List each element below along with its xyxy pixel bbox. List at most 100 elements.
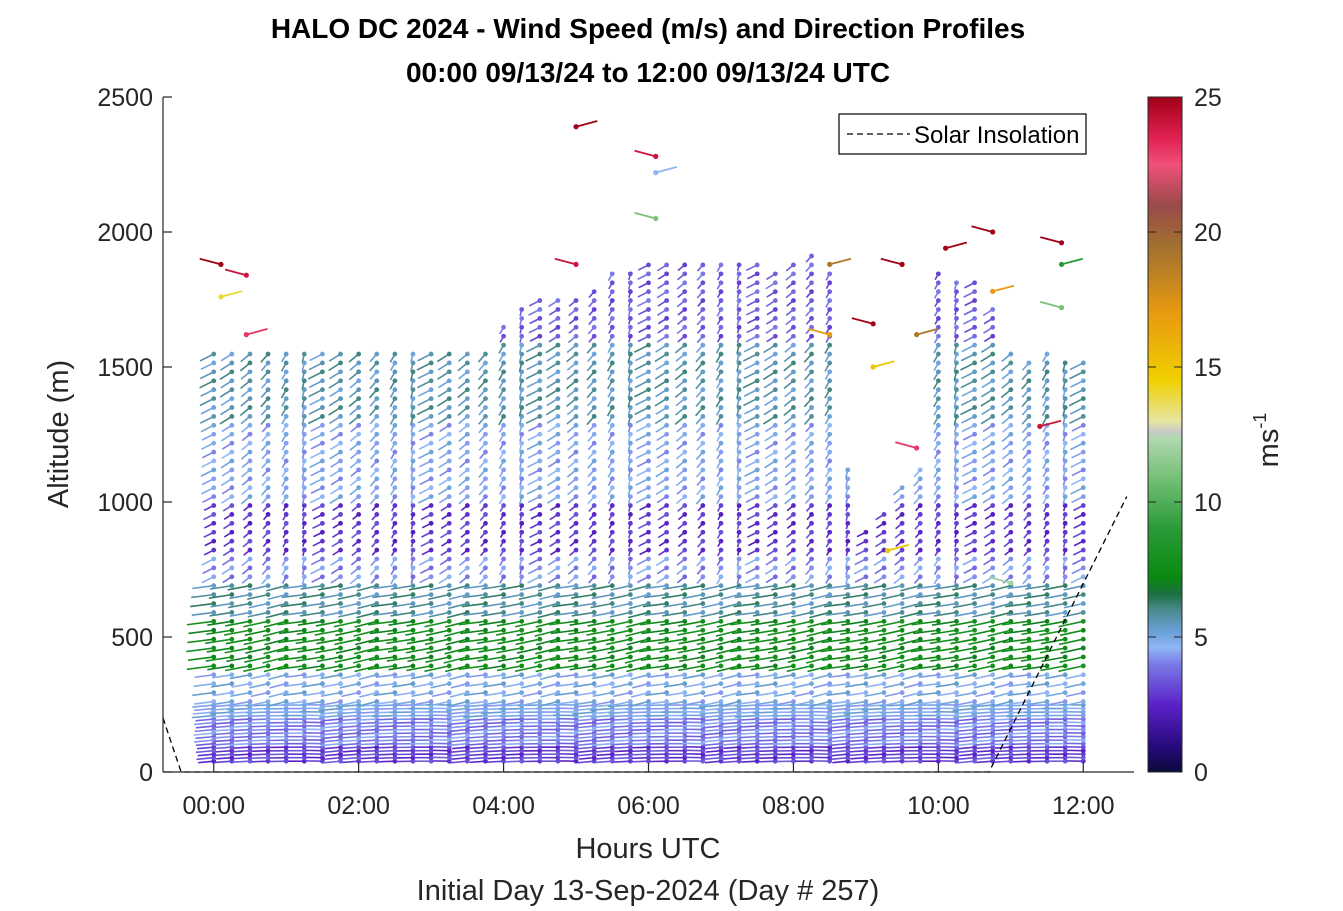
- wind-barb-point: [935, 405, 941, 410]
- wind-barb: [444, 629, 468, 637]
- wind-barb-point: [283, 690, 289, 696]
- wind-barb-point: [247, 592, 253, 598]
- wind-barb-point: [356, 476, 362, 482]
- wind-barb: [911, 638, 939, 644]
- wind-barb: [877, 638, 903, 646]
- wind-barb-point: [483, 663, 488, 669]
- wind-barb: [213, 746, 232, 750]
- wind-barb: [550, 656, 577, 662]
- wind-barb: [718, 718, 740, 722]
- wind-barb: [405, 647, 432, 654]
- wind-barb: [863, 742, 885, 746]
- wind-barb: [477, 629, 504, 636]
- wind-barb-point: [211, 681, 217, 687]
- wind-barb: [860, 656, 885, 663]
- wind-barb: [627, 611, 649, 619]
- wind-barb-point: [791, 324, 796, 330]
- wind-barb: [731, 656, 758, 662]
- wind-barb-point: [247, 458, 253, 464]
- wind-barb-point: [809, 592, 814, 598]
- wind-barb: [376, 749, 395, 753]
- wind-barb: [644, 593, 667, 599]
- wind-barb-point: [320, 467, 325, 473]
- wind-barb-point: [537, 583, 543, 589]
- wind-barb: [700, 721, 722, 726]
- wind-barb-point: [754, 601, 760, 606]
- wind-barb-point: [573, 316, 579, 321]
- wind-barb: [767, 629, 794, 636]
- wind-barb-point: [899, 494, 905, 499]
- wind-barb-point: [754, 280, 760, 286]
- wind-barb: [639, 665, 667, 671]
- wind-barb-point: [627, 271, 633, 277]
- wind-barb-point: [682, 369, 688, 375]
- wind-barb: [186, 620, 214, 626]
- wind-barb-point: [356, 699, 362, 704]
- wind-barb-point: [899, 547, 905, 553]
- wind-barb: [478, 620, 504, 626]
- wind-barb-point: [700, 431, 706, 437]
- wind-barb: [607, 704, 631, 708]
- wind-barb-point: [555, 744, 561, 750]
- wind-barb-point: [464, 494, 470, 499]
- wind-barb: [883, 700, 903, 707]
- wind-barb: [571, 611, 595, 617]
- wind-barb: [322, 700, 341, 706]
- wind-barb-point: [791, 627, 796, 633]
- wind-barb-point: [935, 431, 941, 437]
- wind-barb-point: [718, 645, 724, 651]
- wind-barb: [431, 691, 450, 698]
- wind-barb: [624, 656, 649, 664]
- wind-barb: [354, 638, 377, 646]
- wind-barb-point: [700, 751, 706, 757]
- wind-barb: [720, 700, 740, 707]
- wind-barb-point: [809, 449, 814, 455]
- wind-barb: [231, 700, 251, 706]
- wind-barb-point: [863, 618, 869, 624]
- wind-barb-point: [609, 422, 615, 428]
- wind-barb-point: [718, 414, 724, 419]
- wind-barb: [587, 665, 613, 672]
- wind-barb-point: [809, 396, 814, 401]
- wind-barb-point: [573, 467, 579, 473]
- wind-barb: [755, 718, 776, 721]
- wind-barb: [882, 718, 903, 721]
- wind-barb-point: [791, 645, 796, 651]
- wind-barb: [230, 721, 250, 725]
- wind-barb-point: [791, 467, 796, 473]
- wind-barb-point: [211, 538, 217, 544]
- wind-barb-point: [827, 494, 833, 499]
- wind-barb: [865, 728, 885, 732]
- wind-barb: [845, 700, 867, 706]
- wind-barb-point: [464, 618, 470, 624]
- wind-barb-point: [283, 610, 289, 615]
- wind-barb-point: [954, 663, 959, 669]
- wind-barb-point: [954, 574, 959, 580]
- chart-title: HALO DC 2024 - Wind Speed (m/s) and Dire…: [271, 13, 1025, 44]
- wind-barb-point: [283, 458, 289, 464]
- wind-barb-point: [827, 547, 833, 553]
- wind-barb: [231, 735, 250, 739]
- wind-barb-point: [664, 618, 670, 624]
- wind-barb: [333, 665, 359, 673]
- wind-barb: [354, 665, 377, 673]
- wind-barb: [627, 735, 649, 739]
- wind-barb-point: [374, 758, 380, 764]
- wind-barb-point: [428, 592, 434, 598]
- wind-barb: [610, 735, 631, 739]
- wind-barb: [811, 700, 830, 707]
- wind-barb: [626, 707, 649, 711]
- wind-barb-point: [754, 574, 760, 580]
- wind-barb-point: [283, 574, 289, 580]
- wind-barb-point: [591, 378, 597, 384]
- wind-barb-point: [772, 610, 778, 615]
- wind-barb-point: [229, 601, 235, 606]
- wind-barb-point: [501, 574, 506, 580]
- wind-barb: [826, 584, 848, 590]
- wind-barb-point: [627, 547, 633, 553]
- wind-barb-point: [736, 520, 742, 526]
- wind-barb: [630, 674, 649, 681]
- wind-barb-point: [392, 574, 398, 580]
- wind-barb-point: [265, 672, 271, 678]
- wind-barb-point: [954, 342, 959, 348]
